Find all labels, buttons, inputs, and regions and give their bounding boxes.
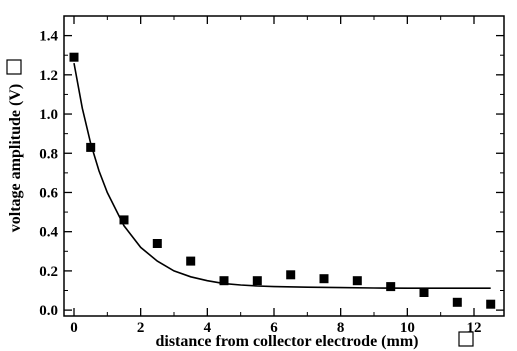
y-tick-label: 0.2 bbox=[39, 264, 58, 280]
data-point bbox=[152, 239, 162, 248]
y-axis-label-box bbox=[6, 59, 22, 75]
data-point bbox=[452, 297, 462, 307]
x-axis-label-box bbox=[458, 331, 474, 347]
y-tick-label: 1.2 bbox=[39, 68, 58, 84]
x-axis: 0 2 4 6 8 10 12 bbox=[70, 16, 482, 336]
y-tick-label: 0.8 bbox=[39, 146, 58, 162]
x-tick-label: 0 bbox=[70, 320, 78, 336]
y-tick-label: 0.0 bbox=[39, 303, 58, 319]
y-tick-label: 1.4 bbox=[39, 29, 58, 45]
x-tick-label: 10 bbox=[400, 320, 415, 336]
y-tick-label: 0.6 bbox=[39, 185, 58, 201]
data-point bbox=[69, 52, 79, 62]
y-tick-label: 0.4 bbox=[39, 225, 58, 241]
x-tick-label: 4 bbox=[204, 320, 212, 336]
x-axis-label: distance from collector electrode (mm) bbox=[155, 333, 418, 350]
y-axis-label: voltage amplitude (V) bbox=[7, 84, 24, 232]
x-tick-label: 6 bbox=[270, 320, 278, 336]
x-tick-label: 8 bbox=[337, 320, 345, 336]
data-point bbox=[186, 256, 196, 266]
x-tick-label: 2 bbox=[137, 320, 145, 336]
data-point bbox=[352, 276, 362, 286]
data-point bbox=[86, 142, 96, 152]
fit-line bbox=[73, 62, 491, 289]
y-axis: 0.0 0.2 0.4 0.6 0.8 1.0 1.2 1.4 bbox=[39, 29, 504, 319]
data-point bbox=[119, 215, 129, 225]
data-point bbox=[252, 276, 262, 286]
data-point bbox=[486, 299, 496, 309]
data-point bbox=[386, 282, 396, 292]
plot-frame bbox=[63, 15, 505, 317]
data-point bbox=[219, 276, 229, 286]
data-markers bbox=[69, 52, 496, 309]
data-point bbox=[286, 270, 296, 280]
data-point bbox=[319, 274, 329, 284]
x-tick-label: 12 bbox=[467, 320, 482, 336]
data-point bbox=[419, 288, 429, 297]
y-tick-label: 1.0 bbox=[39, 107, 58, 123]
